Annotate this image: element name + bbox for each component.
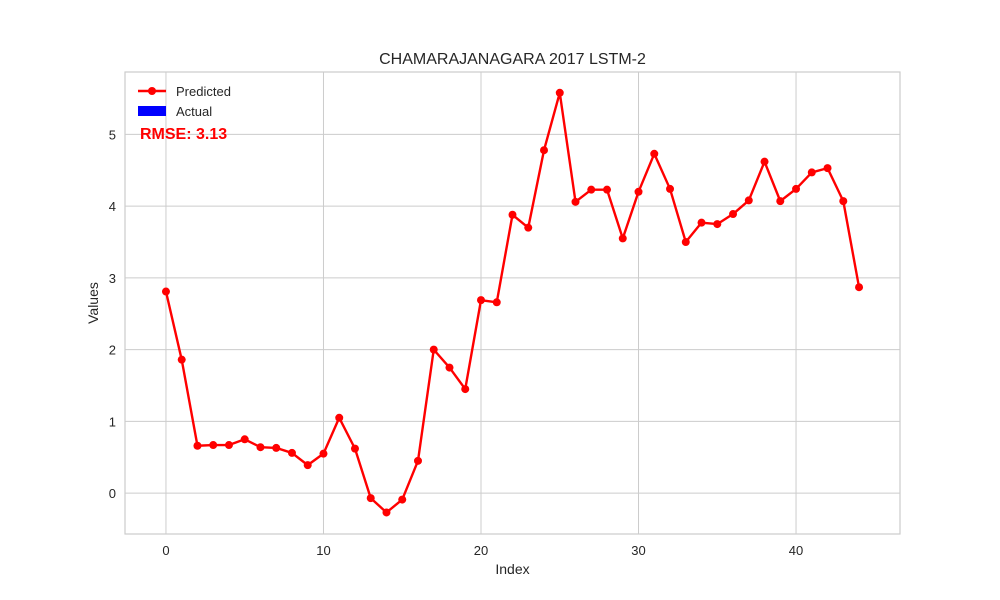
data-point-predicted bbox=[319, 450, 327, 458]
data-point-predicted bbox=[792, 185, 800, 193]
data-point-predicted bbox=[839, 197, 847, 205]
y-tick-label: 1 bbox=[109, 414, 116, 429]
data-point-predicted bbox=[776, 197, 784, 205]
legend-actual-label: Actual bbox=[176, 104, 212, 119]
data-point-predicted bbox=[477, 296, 485, 304]
data-point-predicted bbox=[178, 356, 186, 364]
x-tick-label: 0 bbox=[162, 543, 169, 558]
data-point-predicted bbox=[635, 188, 643, 196]
data-point-predicted bbox=[603, 186, 611, 194]
data-point-predicted bbox=[745, 196, 753, 204]
x-tick-label: 40 bbox=[789, 543, 803, 558]
data-point-predicted bbox=[729, 210, 737, 218]
data-point-predicted bbox=[414, 457, 422, 465]
data-point-predicted bbox=[272, 444, 280, 452]
data-point-predicted bbox=[524, 224, 532, 232]
data-point-predicted bbox=[572, 198, 580, 206]
data-point-predicted bbox=[335, 414, 343, 422]
data-point-predicted bbox=[209, 441, 217, 449]
data-point-predicted bbox=[288, 449, 296, 457]
data-point-predicted bbox=[666, 185, 674, 193]
data-point-predicted bbox=[351, 445, 359, 453]
data-point-predicted bbox=[304, 461, 312, 469]
data-point-predicted bbox=[430, 346, 438, 354]
data-point-predicted bbox=[461, 385, 469, 393]
data-point-predicted bbox=[367, 494, 375, 502]
x-axis-label: Index bbox=[495, 561, 529, 577]
data-point-predicted bbox=[256, 443, 264, 451]
plot-area bbox=[125, 72, 900, 534]
x-tick-label: 30 bbox=[631, 543, 645, 558]
data-point-predicted bbox=[808, 168, 816, 176]
data-point-predicted bbox=[556, 89, 564, 97]
data-point-predicted bbox=[241, 435, 249, 443]
data-point-predicted bbox=[650, 150, 658, 158]
y-tick-label: 2 bbox=[109, 343, 116, 358]
data-point-predicted bbox=[540, 146, 548, 154]
data-point-predicted bbox=[225, 441, 233, 449]
data-point-predicted bbox=[493, 298, 501, 306]
x-tick-label: 20 bbox=[474, 543, 488, 558]
data-point-predicted bbox=[587, 186, 595, 194]
legend-predicted-marker bbox=[148, 87, 156, 95]
data-point-predicted bbox=[855, 283, 863, 291]
rmse-annotation: RMSE: 3.13 bbox=[140, 126, 227, 143]
legend-predicted-label: Predicted bbox=[176, 84, 231, 99]
data-point-predicted bbox=[445, 364, 453, 372]
data-point-predicted bbox=[619, 234, 627, 242]
data-point-predicted bbox=[713, 220, 721, 228]
data-point-predicted bbox=[193, 442, 201, 450]
data-point-predicted bbox=[698, 219, 706, 227]
data-point-predicted bbox=[761, 158, 769, 166]
chart-title: CHAMARAJANAGARA 2017 LSTM-2 bbox=[379, 51, 646, 68]
data-point-predicted bbox=[162, 288, 170, 296]
legend-actual-swatch bbox=[138, 106, 166, 116]
y-tick-label: 4 bbox=[109, 199, 116, 214]
data-point-predicted bbox=[824, 164, 832, 172]
y-tick-label: 3 bbox=[109, 271, 116, 286]
data-point-predicted bbox=[509, 211, 517, 219]
data-point-predicted bbox=[382, 508, 390, 516]
x-tick-label: 10 bbox=[316, 543, 330, 558]
y-tick-label: 5 bbox=[109, 127, 116, 142]
y-axis-label: Values bbox=[85, 282, 101, 324]
y-tick-label: 0 bbox=[109, 486, 116, 501]
data-point-predicted bbox=[682, 238, 690, 246]
data-point-predicted bbox=[398, 496, 406, 504]
